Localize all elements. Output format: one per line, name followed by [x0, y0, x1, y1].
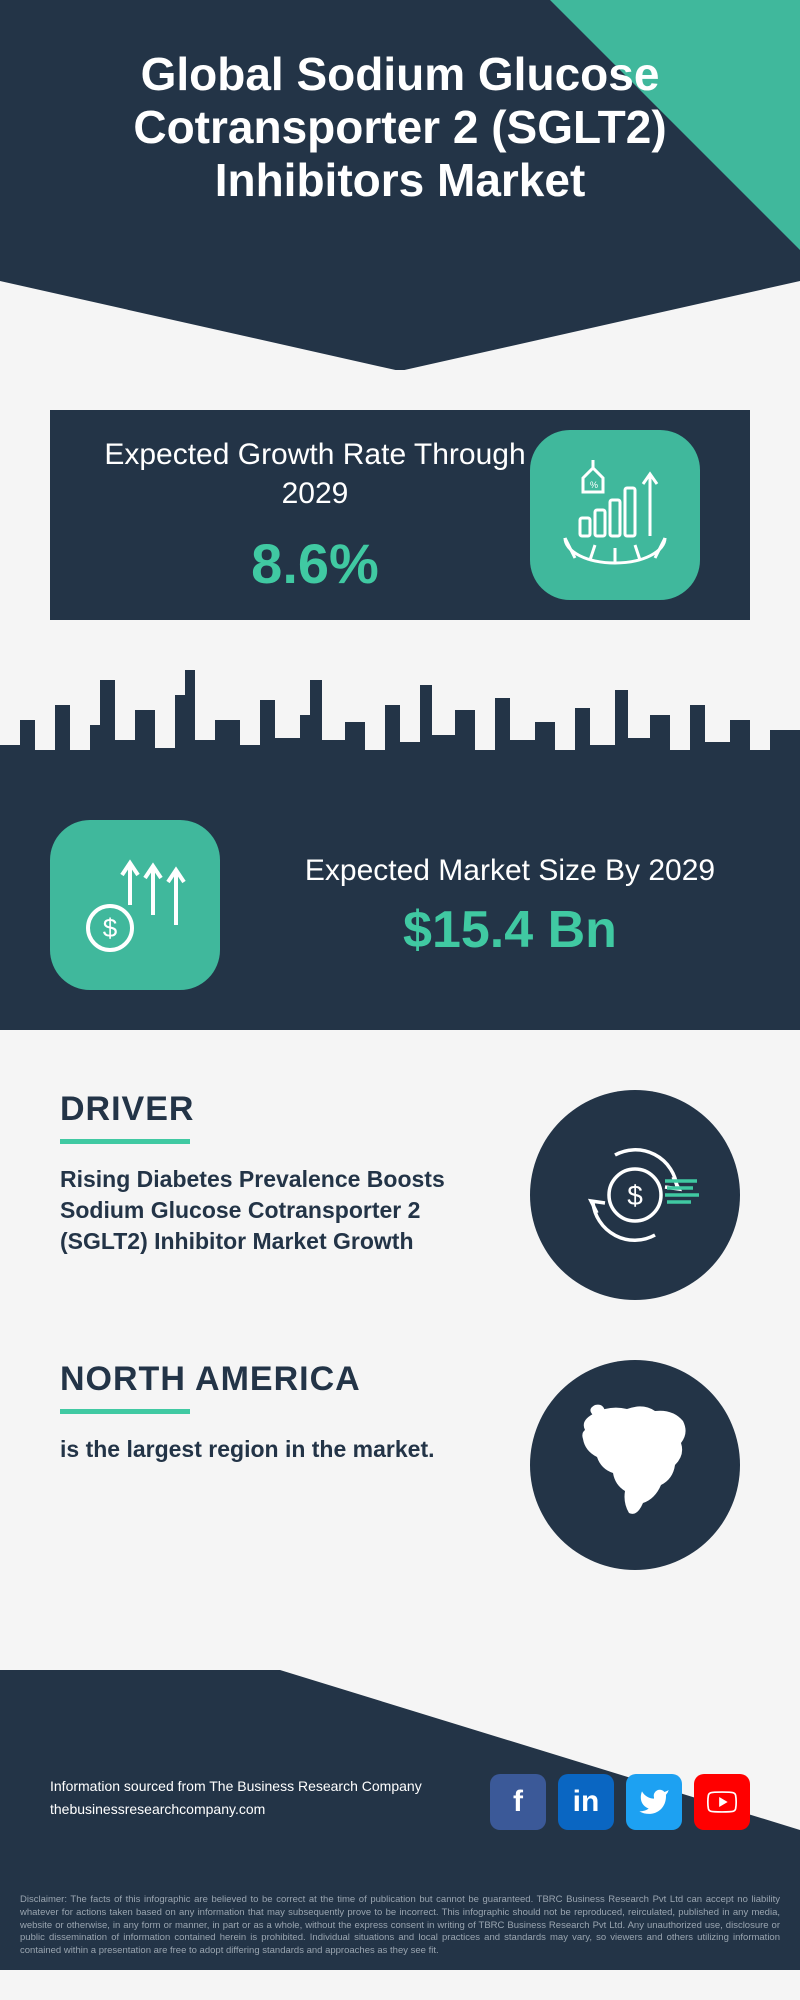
twitter-icon[interactable]	[626, 1774, 682, 1830]
driver-section: DRIVER Rising Diabetes Prevalence Boosts…	[60, 1090, 740, 1300]
header-cut-right	[400, 281, 800, 370]
header: Global Sodium Glucose Cotransporter 2 (S…	[0, 0, 800, 370]
skyline-divider	[0, 650, 800, 790]
source-line1: Information sourced from The Business Re…	[50, 1775, 422, 1797]
linkedin-icon[interactable]: in	[558, 1774, 614, 1830]
growth-rate-value: 8.6%	[100, 531, 530, 596]
svg-text:$: $	[103, 913, 118, 943]
market-size-value: $15.4 Bn	[270, 900, 750, 960]
market-size-card: $ Expected Market Size By 2029 $15.4 Bn	[0, 790, 800, 1030]
footer: Information sourced from The Business Re…	[0, 1670, 800, 1970]
growth-rate-label: Expected Growth Rate Through 2029	[100, 435, 530, 513]
growth-rate-card: Expected Growth Rate Through 2029 8.6% %	[50, 410, 750, 620]
market-size-label: Expected Market Size By 2029	[270, 851, 750, 890]
details-section: DRIVER Rising Diabetes Prevalence Boosts…	[0, 1030, 800, 1670]
heading-underline	[60, 1139, 190, 1144]
svg-text:%: %	[590, 480, 598, 490]
disclaimer-text: Disclaimer: The facts of this infographi…	[20, 1894, 780, 1958]
page-title: Global Sodium Glucose Cotransporter 2 (S…	[0, 0, 800, 207]
source-line2: thebusinessresearchcompany.com	[50, 1798, 422, 1820]
driver-heading: DRIVER	[60, 1090, 490, 1129]
facebook-icon[interactable]: f	[490, 1774, 546, 1830]
heading-underline	[60, 1409, 190, 1414]
header-cut-left	[0, 281, 400, 370]
svg-text:$: $	[627, 1180, 643, 1211]
dollar-growth-icon: $	[50, 820, 220, 990]
region-text: is the largest region in the market.	[60, 1434, 490, 1465]
region-heading: NORTH AMERICA	[60, 1360, 490, 1399]
source-attribution: Information sourced from The Business Re…	[50, 1775, 422, 1820]
currency-exchange-icon: $	[530, 1090, 740, 1300]
driver-text: Rising Diabetes Prevalence Boosts Sodium…	[60, 1164, 490, 1257]
region-section: NORTH AMERICA is the largest region in t…	[60, 1360, 740, 1570]
youtube-icon[interactable]	[694, 1774, 750, 1830]
social-links: f in	[490, 1774, 750, 1830]
north-america-map-icon	[530, 1360, 740, 1570]
growth-chart-icon: %	[530, 430, 700, 600]
